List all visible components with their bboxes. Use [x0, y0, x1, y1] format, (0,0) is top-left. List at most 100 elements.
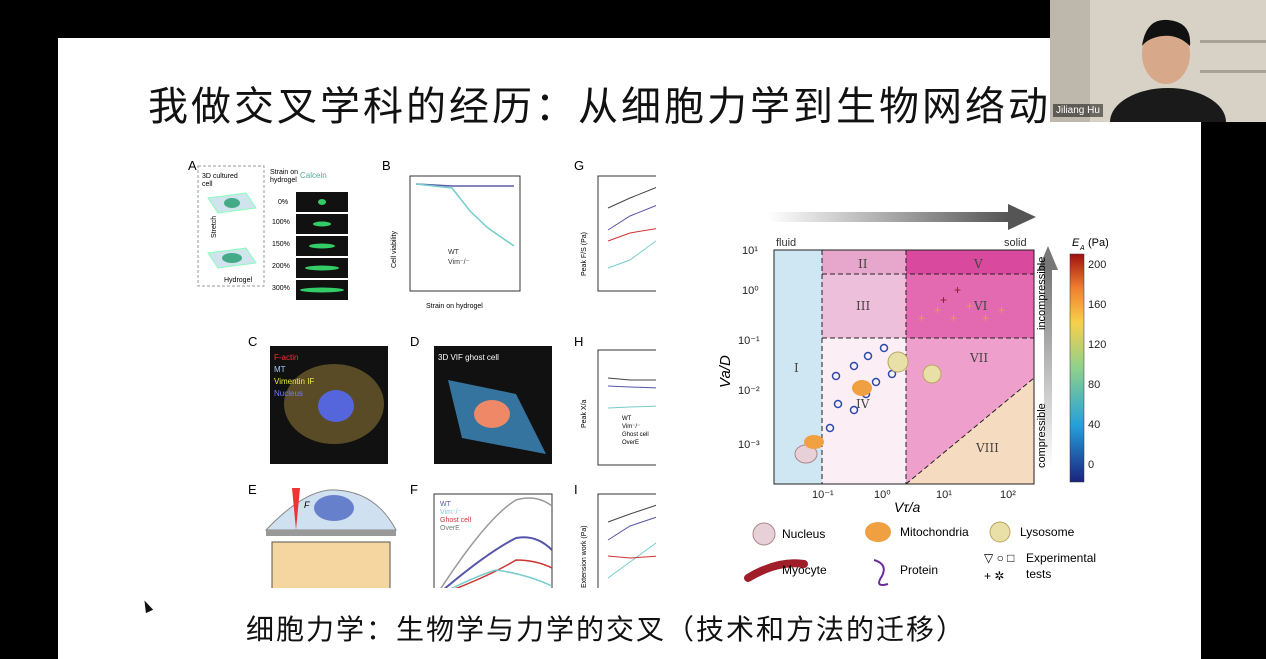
- svg-text:10⁰: 10⁰: [874, 489, 891, 501]
- svg-text:WT: WT: [440, 501, 452, 508]
- svg-text:WT: WT: [448, 249, 460, 256]
- panel-letter-b: B: [382, 158, 391, 173]
- svg-text:Myocyte: Myocyte: [782, 563, 827, 577]
- svg-text:+: +: [966, 299, 973, 313]
- svg-text:160: 160: [1088, 299, 1106, 311]
- svg-text:+: +: [934, 303, 941, 317]
- svg-text:VII: VII: [969, 351, 988, 365]
- svg-text:Cell viability: Cell viability: [391, 231, 398, 268]
- panel-letter-i: I: [574, 482, 578, 497]
- presentation-slide: 我做交叉学科的经历：从细胞力学到生物网络动 A 3D cultured cell…: [58, 38, 1201, 659]
- svg-text:F: F: [304, 500, 310, 510]
- phase-x-axis-label: Vτ/a: [894, 499, 920, 515]
- svg-text:cell: cell: [202, 181, 213, 188]
- svg-text:I: I: [794, 361, 799, 375]
- svg-text:III: III: [856, 299, 870, 313]
- participant-name: Jiliang Hu: [1053, 104, 1103, 117]
- svg-text:VI: VI: [973, 299, 988, 313]
- svg-text:100%: 100%: [272, 219, 290, 226]
- svg-text:+: +: [954, 283, 961, 297]
- svg-text:+: +: [940, 293, 947, 307]
- panel-letter-e: E: [248, 482, 257, 497]
- svg-text:E: E: [1072, 237, 1080, 249]
- svg-text:10⁰: 10⁰: [742, 285, 759, 297]
- panel-a-cell-label: 3D cultured: [202, 173, 238, 180]
- svg-text:Strain on hydrogel: Strain on hydrogel: [426, 303, 483, 310]
- svg-text:Extension work (Pa): Extension work (Pa): [581, 525, 588, 588]
- svg-text:Peak X/a: Peak X/a: [581, 399, 588, 428]
- svg-text:Experimental: Experimental: [1026, 551, 1096, 565]
- panel-letter-c: C: [248, 334, 257, 349]
- panel-a-stretch-label: Stretch: [211, 216, 218, 238]
- svg-text:Vim⁻/⁻: Vim⁻/⁻: [440, 509, 462, 516]
- svg-text:V: V: [973, 257, 983, 271]
- svg-text:WT: WT: [622, 416, 632, 422]
- svg-text:0: 0: [1088, 459, 1094, 471]
- svg-text:10⁻²: 10⁻²: [738, 385, 760, 397]
- svg-text:120: 120: [1088, 339, 1106, 351]
- svg-text:incompressible: incompressible: [1036, 257, 1048, 330]
- svg-text:tests: tests: [1026, 567, 1051, 581]
- panel-a-stain-label: Calcein: [300, 171, 327, 180]
- svg-text:300%: 300%: [272, 285, 290, 292]
- svg-text:+: +: [918, 311, 925, 325]
- svg-text:10¹: 10¹: [936, 489, 952, 501]
- svg-text:Vimentin IF: Vimentin IF: [274, 377, 314, 386]
- svg-text:+ ✲: + ✲: [984, 569, 1004, 583]
- svg-text:+: +: [982, 311, 989, 325]
- svg-text:200%: 200%: [272, 263, 290, 270]
- slide-subtitle: 细胞力学：生物学与力学的交叉（技术和方法的迁移）: [246, 613, 967, 646]
- svg-text:10⁻¹: 10⁻¹: [738, 335, 760, 347]
- svg-text:Ghost cell: Ghost cell: [440, 517, 472, 524]
- phase-diagram: fluid solid I II III IV V VI VII VIII: [717, 204, 1108, 586]
- svg-text:OverE: OverE: [622, 440, 639, 446]
- svg-text:Protein: Protein: [900, 563, 938, 577]
- svg-text:+: +: [998, 303, 1005, 317]
- svg-text:II: II: [858, 257, 868, 271]
- svg-text:10⁻³: 10⁻³: [738, 439, 760, 451]
- phase-y-axis-label: Va/D: [717, 355, 734, 388]
- svg-text:Peak F/S (Pa): Peak F/S (Pa): [581, 232, 588, 276]
- webcam-thumbnail[interactable]: Jiliang Hu: [1050, 0, 1266, 122]
- svg-text:IV: IV: [856, 397, 870, 411]
- svg-text:F-actin: F-actin: [274, 353, 298, 362]
- svg-text:compressible: compressible: [1036, 403, 1048, 468]
- svg-text:MT: MT: [274, 365, 286, 374]
- svg-text:VIII: VIII: [975, 441, 999, 455]
- svg-text:Nucleus: Nucleus: [782, 527, 825, 541]
- svg-text:Ghost cell: Ghost cell: [622, 432, 649, 438]
- webcam-video: [1050, 0, 1266, 122]
- svg-text:3D VIF ghost cell: 3D VIF ghost cell: [438, 353, 499, 362]
- svg-text:+: +: [950, 311, 957, 325]
- svg-text:40: 40: [1088, 419, 1100, 431]
- svg-text:A: A: [1079, 245, 1085, 252]
- panel-letter-d: D: [410, 334, 419, 349]
- panel-letter-h: H: [574, 334, 583, 349]
- svg-text:80: 80: [1088, 379, 1100, 391]
- panel-letter-g: G: [574, 158, 584, 173]
- svg-text:OverE: OverE: [440, 525, 460, 532]
- panel-letter-f: F: [410, 482, 418, 497]
- panel-b-wt-line: [415, 183, 514, 187]
- svg-text:▽ ○ □: ▽ ○ □: [984, 551, 1014, 565]
- svg-text:hydrogel: hydrogel: [270, 177, 297, 184]
- panel-a-hydrogel-label: Hydrogel: [224, 277, 252, 284]
- svg-text:(Pa): (Pa): [1088, 237, 1108, 249]
- svg-text:10¹: 10¹: [742, 245, 758, 257]
- svg-text:10²: 10²: [1000, 489, 1016, 501]
- figure-panels: A 3D cultured cell Stretch Hydrogel Stra…: [188, 158, 656, 588]
- svg-text:Mitochondria: Mitochondria: [900, 525, 969, 539]
- svg-text:200: 200: [1088, 259, 1106, 271]
- svg-text:10⁻¹: 10⁻¹: [812, 489, 834, 501]
- svg-text:Nucleus: Nucleus: [274, 389, 303, 398]
- panel-b-vim-line: [415, 183, 515, 247]
- phase-label-solid: solid: [1004, 237, 1027, 249]
- svg-text:Vim⁻/⁻: Vim⁻/⁻: [622, 424, 640, 430]
- svg-text:150%: 150%: [272, 241, 290, 248]
- svg-text:Lysosome: Lysosome: [1020, 525, 1075, 539]
- panel-a-strain-label: Strain on: [270, 169, 298, 176]
- svg-text:Vim⁻/⁻: Vim⁻/⁻: [448, 259, 470, 266]
- slide-title: 我做交叉学科的经历：从细胞力学到生物网络动: [148, 84, 1051, 130]
- panel-letter-a: A: [188, 158, 197, 173]
- phase-label-fluid: fluid: [776, 237, 796, 249]
